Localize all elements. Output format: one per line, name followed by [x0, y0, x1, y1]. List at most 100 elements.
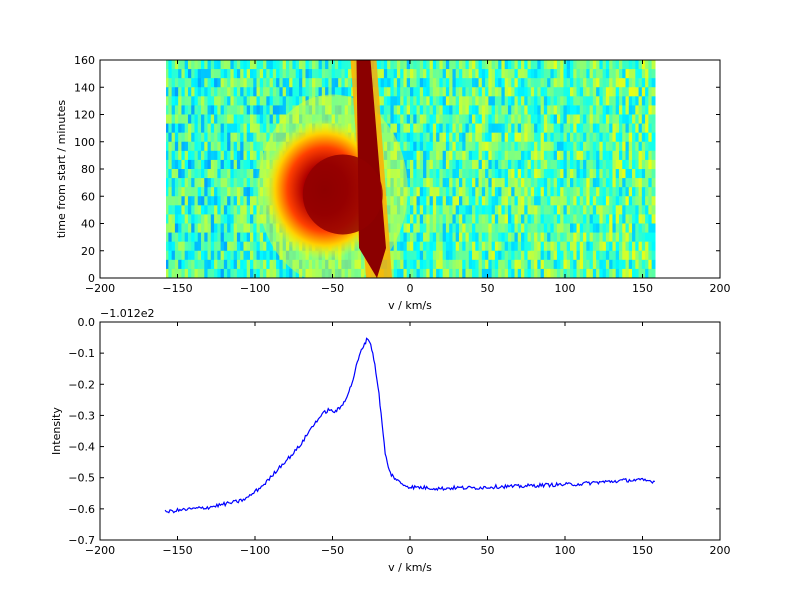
heatmap-cell: [488, 205, 493, 216]
heatmap-cell: [279, 87, 284, 97]
heatmap-cell: [406, 241, 411, 252]
heatmap-cell: [651, 259, 656, 270]
heatmap-cell: [485, 250, 489, 261]
heatmap-cell: [638, 268, 643, 278]
heatmap-cell: [217, 141, 222, 152]
heatmap-cell: [223, 178, 228, 188]
heatmap-cell: [589, 78, 594, 88]
heatmap-cell: [534, 78, 538, 88]
heatmap-cell: [227, 69, 232, 79]
heatmap-cell: [191, 214, 196, 225]
heatmap-cell: [537, 78, 542, 88]
heatmap-cell: [429, 78, 434, 88]
heatmap-cell: [328, 87, 333, 97]
heatmap-cell: [498, 69, 503, 79]
heatmap-cell: [628, 132, 633, 143]
heatmap-cell: [410, 250, 414, 261]
heatmap-cell: [596, 123, 600, 134]
heatmap-cell: [553, 87, 558, 97]
heatmap-cell: [583, 105, 587, 116]
heatmap-cell: [253, 268, 258, 278]
heatmap-cell: [236, 250, 241, 261]
heatmap-cell: [207, 141, 212, 152]
heatmap-cell: [240, 123, 245, 134]
heatmap-cell: [570, 178, 574, 188]
heatmap-cell: [334, 87, 339, 97]
heatmap-cell: [220, 178, 225, 188]
heatmap-cell: [201, 123, 205, 134]
heatmap-cell: [455, 214, 460, 225]
heatmap-cell: [543, 96, 548, 107]
heatmap-cell: [250, 250, 254, 261]
heatmap-cell: [612, 78, 617, 88]
heatmap-cell: [227, 241, 232, 252]
heatmap-cell: [628, 268, 633, 278]
heatmap-cell: [439, 223, 444, 234]
heatmap-cell: [184, 105, 189, 116]
heatmap-cell: [282, 259, 287, 270]
heatmap-cell: [171, 259, 176, 270]
heatmap-cell: [230, 268, 235, 278]
heatmap-cell: [583, 259, 587, 270]
heatmap-cell: [432, 78, 437, 88]
heatmap-cell: [488, 259, 493, 270]
heatmap-cell: [223, 60, 228, 70]
heatmap-cell: [481, 169, 486, 179]
line-panel: −200 −150 −100 −50 0 50 100 150 200 −0.7−0.6−0.5…: [50, 307, 731, 574]
heatmap-cell: [178, 96, 183, 107]
heatmap-cell: [599, 69, 604, 79]
heatmap-cell: [583, 78, 587, 88]
heatmap-cell: [573, 205, 578, 216]
heatmap-cell: [566, 123, 571, 134]
heatmap-cell: [507, 96, 512, 107]
heatmap-cell: [269, 259, 274, 270]
heatmap-cell: [576, 96, 581, 107]
heatmap-cell: [166, 123, 169, 134]
heatmap-cell: [599, 60, 604, 70]
heatmap-cell: [187, 123, 192, 134]
heatmap-cell: [416, 259, 421, 270]
heatmap-cell: [416, 87, 421, 97]
heatmap-cell: [635, 241, 640, 252]
heatmap-cell: [426, 223, 431, 234]
heatmap-cell: [618, 250, 623, 261]
heatmap-cell: [560, 178, 565, 188]
heatmap-cell: [628, 141, 633, 152]
heatmap-cell: [197, 114, 202, 125]
heatmap-cell: [269, 96, 274, 107]
heatmap-cell: [605, 87, 610, 97]
heatmap-cell: [305, 69, 310, 79]
heatmap-cell: [240, 178, 245, 188]
heatmap-cell: [583, 60, 587, 70]
heatmap-cell: [599, 159, 604, 170]
heatmap-cell: [282, 78, 287, 88]
line-x-tick-label: 150: [632, 544, 653, 557]
line-y-ticks: −0.7−0.6−0.5−0.4−0.3−0.2−0.10.0: [68, 316, 720, 547]
heatmap-cell: [318, 78, 323, 88]
heatmap-cell: [168, 78, 173, 88]
heatmap-cell: [472, 205, 476, 216]
heatmap-cell: [445, 78, 450, 88]
heatmap-cell: [253, 132, 258, 143]
heatmap-cell: [166, 169, 169, 179]
heatmap-cell: [472, 123, 476, 134]
heatmap-cell: [289, 87, 294, 97]
heatmap-cell: [534, 60, 538, 70]
heatmap-cell: [524, 223, 529, 234]
heatmap-cell: [543, 187, 548, 197]
heatmap-cell: [494, 205, 499, 216]
heatmap-cell: [648, 241, 653, 252]
heatmap-cell: [579, 123, 584, 134]
heatmap-cell: [168, 205, 173, 216]
heatmap-cell: [419, 187, 424, 197]
heatmap-cell: [406, 87, 411, 97]
heatmap-cell: [396, 60, 401, 70]
heatmap-cell: [638, 169, 643, 179]
heatmap-cell: [423, 196, 427, 206]
heatmap-cell: [168, 123, 173, 134]
heatmap-cell: [511, 87, 516, 97]
heatmap-cell: [478, 150, 483, 161]
heatmap-cell: [622, 114, 627, 125]
heatmap-cell: [289, 78, 294, 88]
